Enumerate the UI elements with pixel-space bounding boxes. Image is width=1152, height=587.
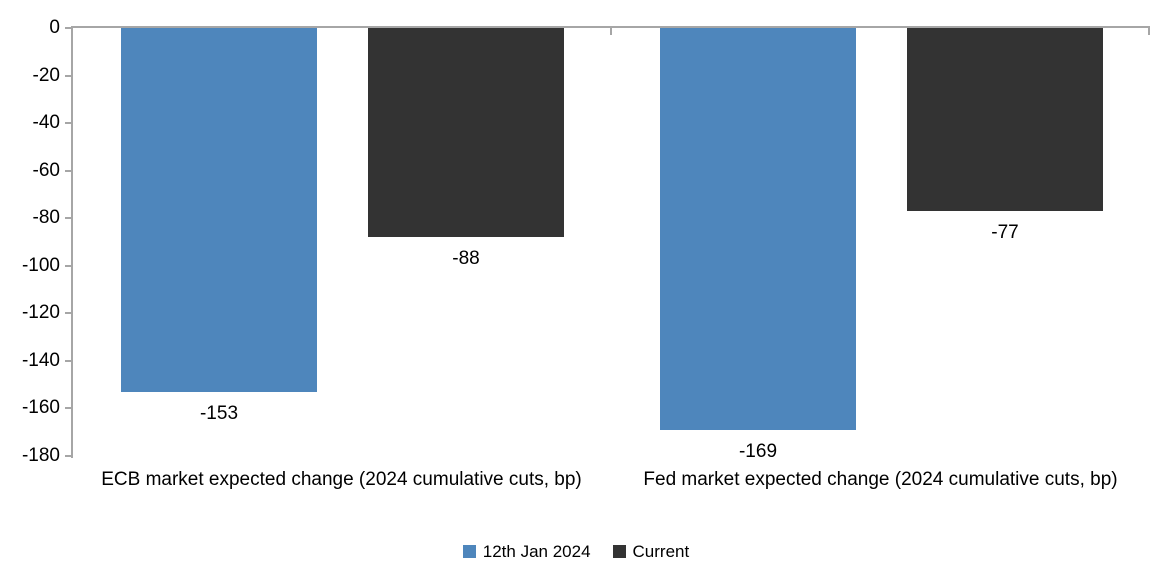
y-axis-tick [65,122,71,125]
y-axis-tick-label: -60 [32,159,60,181]
y-axis-tick [65,359,71,362]
legend-item-12th-jan-2024: 12th Jan 2024 [462,542,591,561]
y-axis-tick [65,27,71,29]
legend: 12th Jan 2024 Current [0,543,1152,560]
legend-item-current: Current [612,542,690,561]
bar-value-label-current-fed: -77 [991,222,1019,243]
bar-value-label-current-ecb: -88 [452,248,480,269]
bar-12th-jan-2024-fed [660,28,856,430]
y-axis-tick-label: -160 [21,397,60,419]
y-axis-tick [65,312,71,315]
bar-12th-jan-2024-ecb [121,28,317,392]
y-axis-tick [65,74,71,77]
x-axis-tick [1148,28,1150,35]
y-axis-tick [65,217,71,220]
y-axis-tick-label: -180 [21,445,60,466]
x-axis-tick [610,28,612,35]
legend-label-12th-jan-2024: 12th Jan 2024 [482,542,591,561]
y-axis-tick [65,264,71,267]
bar-current-fed [907,28,1103,211]
y-axis-tick [65,455,71,457]
y-axis-tick-label: -40 [32,112,60,134]
y-axis-tick-label: -80 [32,207,60,229]
legend-swatch-current [612,545,626,558]
legend-label-current: Current [632,542,690,561]
y-axis-tick-label: 0 [49,17,60,38]
y-axis-tick [65,169,71,172]
y-axis-tick [65,407,71,410]
y-axis-tick-label: -100 [21,254,60,276]
category-label-fed: Fed market expected change (2024 cumulat… [643,469,1118,490]
bar-current-ecb [368,28,564,237]
y-axis-tick-label: -120 [21,302,60,324]
category-label-ecb: ECB market expected change (2024 cumulat… [101,469,582,490]
y-axis-tick-label: -20 [32,64,60,86]
x-axis-zero-line [71,26,1150,28]
bar-value-label-12th-jan-2024-fed: -169 [738,441,778,462]
bar-value-label-12th-jan-2024-ecb: -153 [199,403,239,424]
y-axis-tick-label: -140 [21,349,60,371]
legend-swatch-12th-jan-2024 [462,545,476,558]
y-axis-line [71,26,73,458]
